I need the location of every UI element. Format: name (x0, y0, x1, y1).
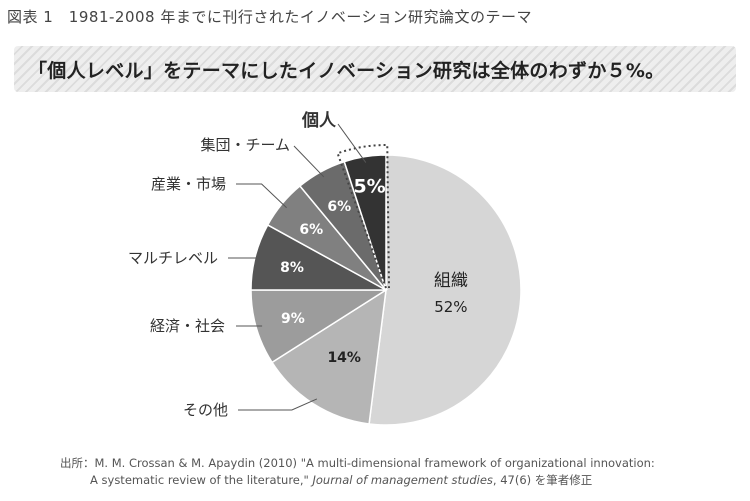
pie-slice-7 (343, 154, 387, 291)
leader-line (293, 145, 325, 178)
slice-category-label: 組織 (434, 271, 468, 291)
figure-title: 図表 1 1981-2008 年までに刊行されたイノベーション研究論文のテーマ (7, 8, 533, 26)
slice-category-label: 産業・市場 (151, 175, 226, 193)
slice-category-label: 経済・社会 (150, 317, 225, 335)
slice-value-label: 8% (280, 260, 304, 276)
slice-value-label: 6% (299, 222, 323, 238)
slice-value-label: 52% (434, 298, 467, 316)
slice-category-label: その他 (183, 401, 228, 419)
slice-value-label: 14% (327, 350, 361, 366)
source-volume: , 47(6) を筆者修正 (492, 473, 593, 487)
banner-background (14, 46, 736, 92)
pie-slice-2 (270, 288, 387, 425)
leader-line (337, 123, 367, 163)
slice-value-label: 6% (327, 199, 351, 215)
slice-category-label: マルチレベル (128, 249, 218, 267)
source-line-1: 出所：M. M. Crossan & M. Apaydin (2010) "A … (60, 456, 655, 470)
banner-text: 「個人レベル」をテーマにしたイノベーション研究は全体のわずか５%。 (28, 60, 665, 82)
leader-line (236, 183, 287, 209)
slice-value-label: 5% (353, 175, 385, 197)
source-journal: Journal of management studies (312, 473, 493, 487)
source-note: 出所：M. M. Crossan & M. Apaydin (2010) "A … (60, 455, 655, 489)
slice-category-label: 集団・チーム (200, 136, 290, 154)
slice-category-label: 個人 (301, 110, 337, 131)
leader-line (238, 398, 318, 411)
slice-value-label: 9% (281, 311, 305, 327)
source-citation: A systematic review of the literature," (90, 473, 313, 487)
source-line-2: A systematic review of the literature," … (60, 472, 655, 489)
pie-slice-1 (368, 154, 522, 426)
